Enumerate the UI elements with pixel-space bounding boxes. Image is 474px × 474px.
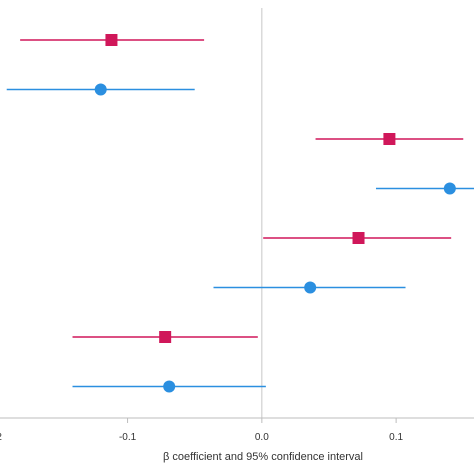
x-tick-label: 0.1 bbox=[389, 432, 403, 443]
x-tick-label: -0.2 bbox=[0, 432, 2, 443]
estimate-circle-marker bbox=[443, 182, 456, 195]
estimate-square-marker bbox=[105, 34, 118, 46]
x-tick-label: 0.0 bbox=[255, 432, 269, 443]
estimate-circle-marker bbox=[304, 281, 317, 294]
x-axis-title: β coefficient and 95% confidence interva… bbox=[163, 451, 363, 463]
estimate-square-marker bbox=[352, 232, 365, 244]
estimate-circle-marker bbox=[163, 380, 176, 393]
estimate-circle-marker bbox=[94, 83, 107, 96]
estimate-square-marker bbox=[159, 331, 172, 343]
x-tick-label: -0.1 bbox=[119, 432, 137, 443]
estimate-square-marker bbox=[383, 133, 396, 145]
